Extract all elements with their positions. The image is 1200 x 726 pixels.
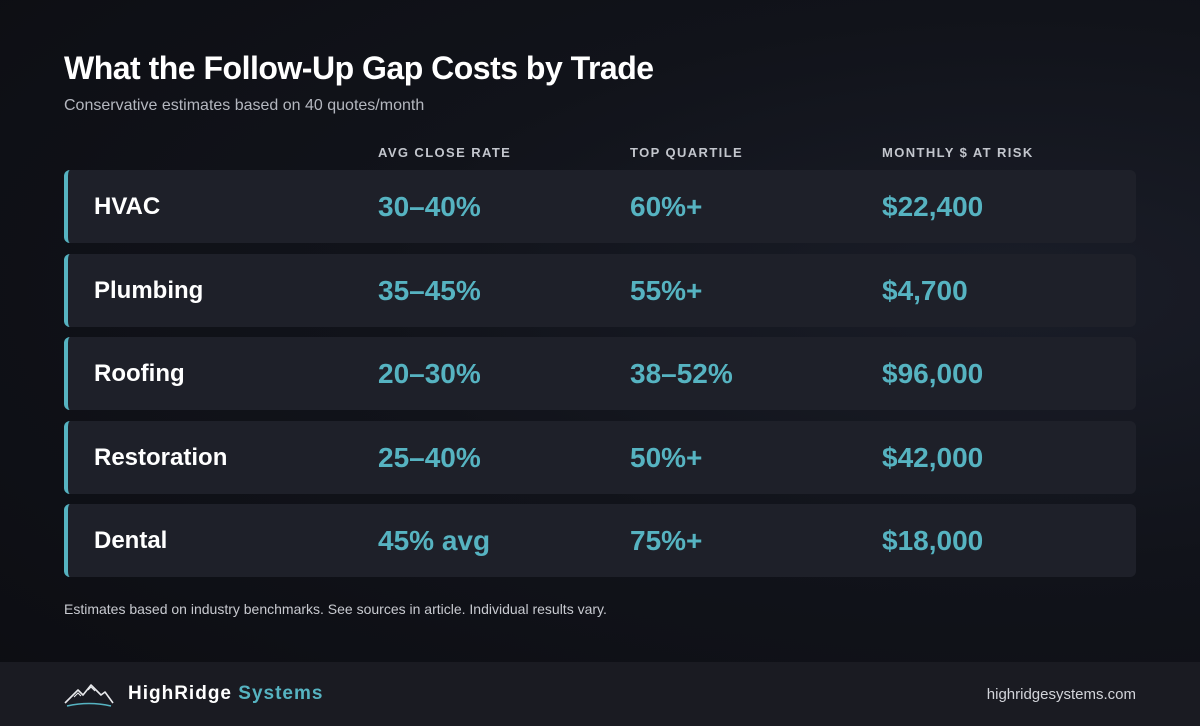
table-row-roofing: Roofing 20–30% 38–52% $96,000 (64, 337, 1136, 410)
trade-table: HVAC 30–40% 60%+ $22,400 Plumbing 35–45%… (64, 170, 1136, 588)
top-quartile-value: 75%+ (630, 525, 703, 556)
top-quartile-value: 38–52% (630, 358, 733, 389)
avg-close-rate-value: 45% avg (378, 525, 491, 556)
top-quartile-value: 55%+ (630, 274, 703, 306)
trade-name: Restoration (94, 443, 228, 471)
footer-bar: HighRidge Systems highridgesystems.com (0, 662, 1200, 726)
column-header-top-quartile: TOP QUARTILE (630, 145, 744, 160)
mountain-icon (64, 684, 114, 707)
avg-close-rate-value: 35–45% (378, 274, 481, 306)
top-quartile-value: 50%+ (630, 441, 703, 473)
trade-name: Roofing (94, 360, 185, 387)
column-header-avg-close-rate: AVG CLOSE RATE (378, 145, 512, 160)
monthly-at-risk-value: $4,700 (882, 274, 968, 306)
brand-secondary: Systems (238, 683, 324, 704)
table-row-dental: Dental 45% avg 75%+ $18,000 (64, 504, 1136, 577)
brand-primary: HighRidge (128, 683, 232, 704)
trade-name: HVAC (94, 193, 161, 220)
monthly-at-risk-value: $18,000 (882, 525, 984, 556)
avg-close-rate-value: 25–40% (378, 441, 481, 473)
footnote: Estimates based on industry benchmarks. … (64, 601, 607, 617)
avg-close-rate-value: 20–30% (378, 358, 481, 389)
monthly-at-risk-value: $22,400 (882, 191, 984, 222)
trade-name: Dental (94, 527, 168, 554)
avg-close-rate-value: 30–40% (378, 191, 481, 222)
column-header-monthly-at-risk: MONTHLY $ AT RISK (882, 145, 1034, 160)
table-row-plumbing: Plumbing 35–45% 55%+ $4,700 (64, 253, 1136, 327)
trade-name: Plumbing (94, 276, 204, 304)
brand-name: HighRidge Systems (128, 683, 323, 705)
table-row-restoration: Restoration 25–40% 50%+ $42,000 (64, 420, 1136, 494)
chart-title: What the Follow-Up Gap Costs by Trade (64, 50, 654, 86)
top-quartile-value: 60%+ (630, 191, 703, 222)
monthly-at-risk-value: $42,000 (882, 441, 984, 473)
chart-subtitle: Conservative estimates based on 40 quote… (64, 97, 425, 114)
monthly-at-risk-value: $96,000 (882, 358, 984, 389)
website-url: highridgesystems.com (986, 686, 1136, 703)
table-row-hvac: HVAC 30–40% 60%+ $22,400 (64, 170, 1136, 243)
